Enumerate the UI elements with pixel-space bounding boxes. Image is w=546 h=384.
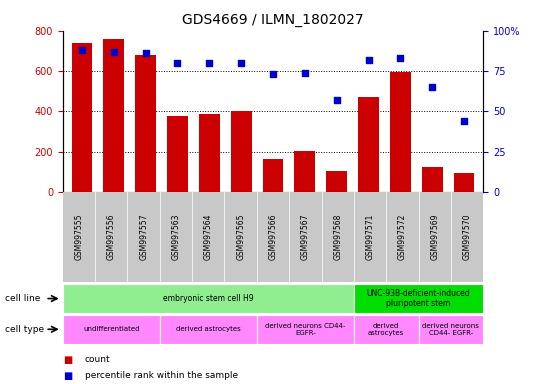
Text: cell type: cell type (5, 325, 45, 334)
Bar (422, 167, 443, 192)
Bar (263, 159, 283, 192)
Text: GSM997567: GSM997567 (301, 214, 310, 260)
Text: cell line: cell line (5, 294, 41, 303)
Text: count: count (85, 355, 110, 364)
Bar (160, 315, 257, 344)
Bar (135, 55, 156, 192)
Text: GSM997566: GSM997566 (269, 214, 277, 260)
Bar (257, 315, 354, 344)
Point (78, 47, 86, 53)
Text: GSM997565: GSM997565 (236, 214, 245, 260)
Bar (454, 173, 474, 192)
Point (205, 60, 213, 66)
Bar (294, 151, 315, 192)
Point (173, 60, 182, 66)
Bar (358, 97, 379, 192)
Text: GSM997572: GSM997572 (398, 214, 407, 260)
Point (300, 70, 309, 76)
Point (396, 55, 405, 61)
Point (333, 97, 341, 103)
Text: GSM997557: GSM997557 (139, 214, 148, 260)
Text: GSM997569: GSM997569 (430, 214, 439, 260)
Bar (63, 284, 354, 313)
Bar (72, 43, 92, 192)
Text: GSM997555: GSM997555 (74, 214, 84, 260)
Point (269, 71, 277, 77)
Text: GSM997571: GSM997571 (365, 214, 375, 260)
Bar (327, 171, 347, 192)
Point (460, 118, 468, 124)
Text: UNC-93B-deficient-induced
pluripotent stem: UNC-93B-deficient-induced pluripotent st… (367, 289, 470, 308)
Point (109, 49, 118, 55)
Text: ■: ■ (63, 371, 72, 381)
Text: GSM997568: GSM997568 (333, 214, 342, 260)
Bar (167, 116, 188, 192)
Text: GSM997564: GSM997564 (204, 214, 213, 260)
Point (141, 50, 150, 56)
Text: derived
astrocytes: derived astrocytes (368, 323, 405, 336)
Bar (231, 111, 252, 192)
Title: GDS4669 / ILMN_1802027: GDS4669 / ILMN_1802027 (182, 13, 364, 27)
Bar (103, 39, 124, 192)
Bar (390, 72, 411, 192)
Text: embryonic stem cell H9: embryonic stem cell H9 (163, 294, 254, 303)
Text: undifferentiated: undifferentiated (83, 326, 140, 332)
Text: derived astrocytes: derived astrocytes (176, 326, 241, 332)
Point (428, 84, 437, 90)
Bar (63, 315, 160, 344)
Text: GSM997556: GSM997556 (107, 214, 116, 260)
Bar (419, 315, 483, 344)
Text: percentile rank within the sample: percentile rank within the sample (85, 371, 238, 380)
Text: derived neurons
CD44- EGFR-: derived neurons CD44- EGFR- (423, 323, 479, 336)
Point (237, 60, 246, 66)
Bar (354, 284, 483, 313)
Bar (354, 315, 419, 344)
Text: GSM997563: GSM997563 (171, 214, 181, 260)
Point (364, 57, 373, 63)
Text: derived neurons CD44-
EGFR-: derived neurons CD44- EGFR- (265, 323, 346, 336)
Text: GSM997570: GSM997570 (462, 214, 472, 260)
Bar (199, 114, 219, 192)
Text: ■: ■ (63, 355, 72, 365)
